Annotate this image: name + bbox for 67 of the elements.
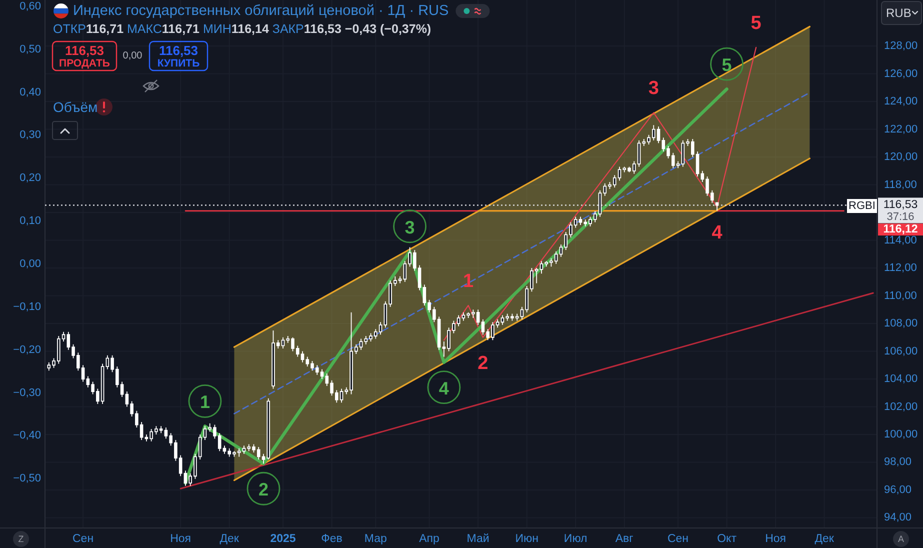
y2-tick-label: −0,40 — [13, 430, 41, 442]
annotation: 2 — [258, 480, 268, 500]
y-tick-label: 102,00 — [884, 400, 918, 413]
y-tick-label: 118,00 — [884, 178, 917, 191]
y-tick-label: 114,00 — [884, 234, 917, 246]
annotation: Объём — [53, 99, 98, 115]
x-tick-label: Ноя — [765, 533, 786, 545]
x-tick-label: Сен — [72, 533, 94, 545]
text: A — [898, 534, 904, 544]
x-tick-label: 2025 — [270, 533, 296, 545]
annotation: 3 — [648, 78, 659, 100]
ref-line-label: 116,53 — [883, 199, 918, 212]
text: ОТКР116,71 МАКС116,71 МИН116,14 ЗАКР116,53 −0,43 (−0,37%) — [53, 22, 432, 36]
y-tick-label: 112,00 — [884, 262, 917, 274]
x-tick-label: Сен — [667, 533, 689, 545]
y-tick-label: 110,00 — [884, 290, 917, 302]
y-tick-label: 126,00 — [884, 68, 918, 80]
text: Z — [18, 534, 24, 544]
x-tick-label: Ноя — [170, 533, 192, 545]
annotation: 116,53 — [64, 43, 104, 58]
y-tick-label: 98,00 — [884, 456, 912, 468]
y2-tick-label: −0,10 — [13, 300, 41, 313]
x-tick-label: Май — [466, 533, 490, 545]
y2-tick-label: 0,30 — [20, 129, 41, 142]
annotation: 3 — [404, 217, 415, 238]
x-tick-label: Апр — [419, 533, 440, 545]
y-tick-label: 96,00 — [884, 484, 912, 496]
annotation: 0,00 — [122, 50, 143, 62]
x-tick-label: Дек — [220, 533, 240, 545]
y2-tick-label: 0,00 — [20, 258, 41, 270]
y2-tick-label: 0,40 — [20, 86, 41, 98]
annotation: 5 — [722, 55, 732, 76]
y-tick-label: 122,00 — [884, 123, 918, 136]
x-tick-label: Фев — [321, 533, 342, 545]
y-tick-label: 120,00 — [884, 151, 918, 164]
text: RUB — [886, 6, 912, 20]
annotation: 2 — [478, 352, 488, 374]
y-tick-label: 108,00 — [884, 318, 918, 330]
annotation: КУПИТЬ — [157, 58, 200, 70]
annotation: 4 — [438, 378, 449, 398]
y2-tick-label: −0,50 — [13, 472, 41, 485]
annotation: ПРОДАТЬ — [59, 58, 110, 70]
x-tick-label: Окт — [717, 533, 738, 545]
text: 37:16 — [886, 211, 914, 223]
x-tick-label: Авг — [615, 533, 634, 545]
y-tick-label: 106,00 — [884, 345, 918, 358]
y-tick-label: 104,00 — [884, 373, 918, 386]
annotation: 4 — [712, 222, 723, 244]
y-tick-label: 128,00 — [884, 40, 918, 52]
chart-title: Индекс государственных облигаций ценовой · 1Д · RUS — [73, 3, 449, 19]
y2-tick-label: 0,20 — [20, 172, 41, 184]
annotation: 116,53 — [158, 43, 198, 58]
y2-tick-label: −0,20 — [13, 344, 41, 356]
annotation: 5 — [750, 12, 762, 34]
annotation: 1 — [200, 392, 210, 412]
y-tick-label: 94,00 — [884, 512, 912, 524]
text: 116,12 — [883, 224, 918, 236]
x-tick-label: Июл — [564, 533, 588, 545]
x-tick-label: Дек — [814, 533, 835, 545]
y2-tick-label: 0,50 — [20, 43, 41, 56]
y2-tick-label: 0,60 — [20, 0, 41, 12]
y-tick-label: 124,00 — [884, 96, 918, 108]
x-tick-label: Июн — [515, 533, 538, 545]
y2-tick-label: −0,30 — [13, 386, 41, 399]
y2-tick-label: 0,10 — [20, 215, 41, 228]
x-tick-label: Мар — [364, 533, 387, 545]
y-tick-label: 100,00 — [884, 428, 918, 440]
